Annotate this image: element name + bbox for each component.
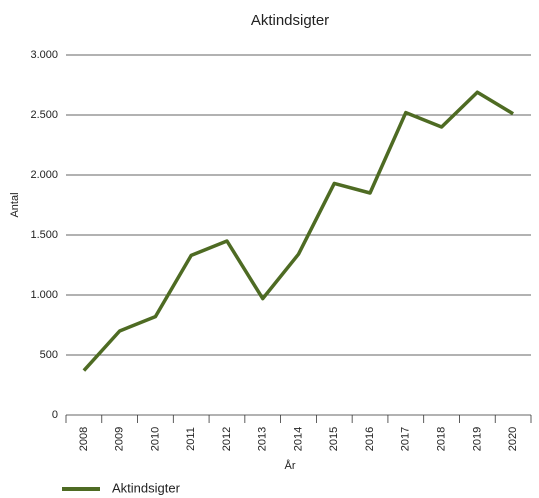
x-tick-label: 2013 xyxy=(257,427,269,451)
x-tick-label: 2011 xyxy=(185,427,197,451)
chart-title: Aktindsigter xyxy=(251,12,329,29)
x-tick-label: 2019 xyxy=(471,427,483,451)
x-tick-label: 2017 xyxy=(400,427,412,451)
y-tick-label: 500 xyxy=(40,349,58,361)
x-tick-label: 2016 xyxy=(364,427,376,451)
x-tick-label: 2012 xyxy=(221,427,233,451)
x-tick-label: 2014 xyxy=(292,427,304,451)
y-tick-label: 2.000 xyxy=(30,169,58,181)
y-tick-label: 1.000 xyxy=(30,289,58,301)
x-tick-label: 2020 xyxy=(507,427,519,451)
y-tick-label: 3.000 xyxy=(30,49,58,61)
y-tick-label: 0 xyxy=(52,409,58,421)
data-line xyxy=(82,90,515,372)
legend-label: Aktindsigter xyxy=(112,480,181,495)
x-axis-label: År xyxy=(285,459,296,472)
x-tick-label: 2008 xyxy=(78,427,90,451)
x-tick-label: 2018 xyxy=(435,427,447,451)
y-tick-label: 1.500 xyxy=(30,229,58,241)
y-tick-label: 2.500 xyxy=(30,109,58,121)
x-tick-label: 2010 xyxy=(149,427,161,451)
x-tick-label: 2015 xyxy=(328,427,340,451)
y-axis-label: Antal xyxy=(9,192,21,217)
x-tick-label: 2009 xyxy=(114,427,126,451)
